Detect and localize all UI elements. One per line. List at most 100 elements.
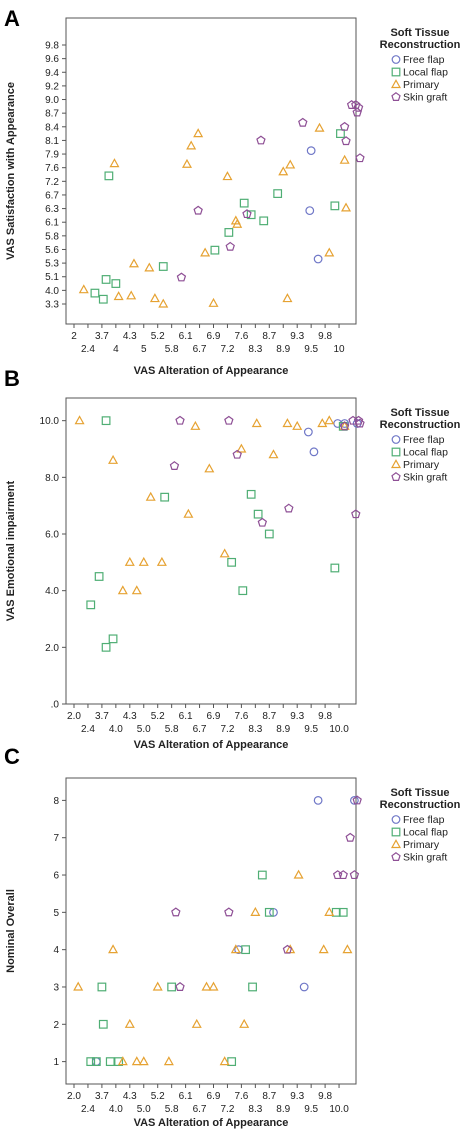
data-point-pentagon	[341, 136, 351, 146]
data-point-square	[98, 1019, 108, 1029]
data-point-triangle	[250, 906, 261, 916]
data-point-square	[239, 198, 249, 208]
legend-marker-square	[391, 67, 401, 77]
legend-label: Local flap	[403, 447, 448, 459]
x-tick-label: 9.3	[290, 711, 304, 722]
x-tick-label: 5.8	[165, 1104, 179, 1115]
data-point-square	[259, 216, 269, 226]
y-tick-label: 2	[53, 1020, 59, 1031]
legend-label: Free flap	[403, 434, 445, 446]
y-tick-label: 5	[53, 908, 59, 919]
x-tick-label: 7.6	[234, 331, 248, 342]
data-point-triangle	[219, 1056, 230, 1066]
data-point-square	[330, 201, 340, 211]
data-point-pentagon	[353, 102, 364, 112]
data-point-square	[330, 563, 340, 573]
data-point-triangle	[317, 418, 328, 428]
legend-label: Primary	[403, 459, 440, 471]
x-tick-label: 5.2	[151, 711, 165, 722]
data-point-pentagon	[338, 870, 348, 880]
data-point-triangle	[293, 869, 304, 879]
data-point-pentagon	[349, 870, 360, 880]
data-point-pentagon	[242, 209, 252, 219]
x-tick-label: 10.0	[329, 1104, 349, 1115]
data-point-triangle	[236, 443, 247, 453]
data-point-square	[86, 600, 96, 610]
y-tick-label: 4	[53, 945, 59, 956]
y-tick-label: 10.0	[40, 416, 60, 427]
data-point-triangle	[200, 247, 211, 257]
data-point-square	[86, 1057, 96, 1067]
data-point-square	[160, 492, 170, 502]
data-point-triangle	[239, 1018, 250, 1028]
data-point-pentagon	[352, 107, 362, 117]
data-point-triangle	[113, 291, 124, 301]
x-tick-label: 8.7	[262, 1091, 276, 1102]
y-tick-label: 5.3	[45, 259, 59, 270]
series-skin-graft	[176, 100, 365, 282]
y-tick-label: 8.4	[45, 122, 59, 133]
data-point-pentagon	[169, 461, 180, 470]
legend-marker-circle	[391, 435, 401, 444]
x-tick-label: 9.3	[290, 331, 304, 342]
data-point-pentagon	[346, 100, 357, 109]
y-tick-label: 7.2	[45, 177, 59, 188]
panel-letter: B	[4, 366, 20, 391]
data-point-square	[101, 416, 111, 426]
data-point-square	[253, 509, 263, 519]
data-point-triangle	[109, 158, 120, 168]
y-tick-label: 6.7	[45, 190, 59, 201]
x-tick-label: 7.2	[220, 1104, 234, 1115]
data-point-triangle	[268, 449, 279, 459]
legend-label: Local flap	[403, 827, 448, 839]
panel-letter: C	[4, 744, 20, 769]
x-tick-label: 6.1	[179, 1091, 193, 1102]
data-point-square	[264, 529, 274, 539]
data-point-pentagon	[345, 832, 355, 842]
x-tick-label: 9.3	[290, 1091, 304, 1102]
y-tick-label: 4.0	[45, 586, 59, 597]
plot-frame	[65, 397, 357, 705]
data-point-triangle	[324, 906, 335, 916]
x-tick-label: 5.0	[137, 1104, 151, 1115]
legend-label: Free flap	[403, 814, 445, 826]
y-tick-label: 3	[53, 982, 59, 993]
data-point-pentagon	[339, 121, 350, 131]
series-local-flap	[86, 416, 348, 652]
data-point-pentagon	[256, 135, 266, 145]
data-point-triangle	[156, 556, 167, 566]
legend-label: Local flap	[403, 67, 448, 79]
y-tick-label: 1	[53, 1057, 59, 1068]
data-point-triangle	[251, 418, 262, 428]
data-point-triangle	[128, 258, 140, 268]
y-tick-label: 6.3	[45, 204, 59, 215]
x-tick-label: 6.7	[193, 344, 207, 355]
x-tick-label: 8.9	[276, 344, 290, 355]
data-point-circle	[234, 945, 244, 955]
data-point-square	[264, 907, 274, 917]
x-tick-label: 4.0	[109, 1104, 123, 1115]
data-point-triangle	[191, 1018, 202, 1028]
data-point-square	[94, 572, 104, 581]
x-axis-title: VAS Alteration of Appearance	[134, 365, 289, 377]
y-tick-label: 9.6	[45, 54, 59, 65]
plot-frame	[65, 777, 357, 1085]
data-point-square	[227, 1057, 237, 1067]
data-point-circle	[306, 146, 316, 156]
data-point-triangle	[158, 298, 169, 308]
data-point-pentagon	[339, 421, 350, 431]
data-point-triangle	[324, 247, 335, 257]
legend-label: Skin graft	[403, 852, 447, 864]
data-point-triangle	[230, 944, 241, 954]
x-tick-label: 7.6	[234, 711, 248, 722]
data-point-pentagon	[175, 415, 185, 425]
x-tick-label: 3.7	[95, 331, 109, 342]
x-axis-title: VAS Alteration of Appearance	[134, 1117, 289, 1129]
data-point-triangle	[131, 1056, 142, 1066]
y-tick-label: 8.1	[45, 136, 59, 147]
x-tick-label: 8.9	[276, 1104, 290, 1115]
data-point-triangle	[117, 585, 128, 595]
x-tick-label: 9.8	[318, 711, 332, 722]
data-point-triangle	[181, 158, 193, 168]
